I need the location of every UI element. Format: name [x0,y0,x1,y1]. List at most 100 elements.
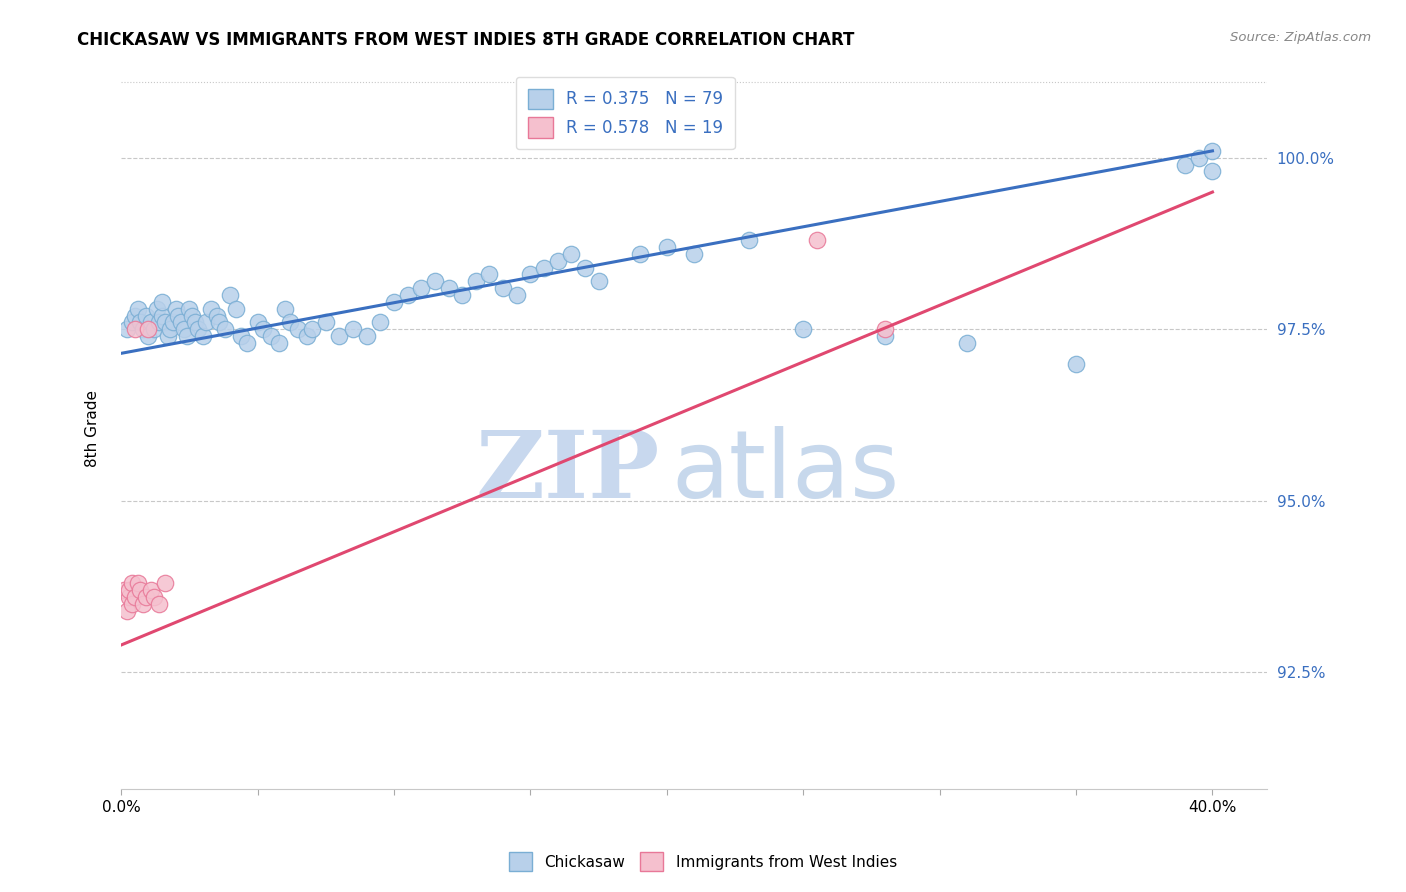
Point [156,329,179,343]
Point [142,590,165,604]
Point [138,329,160,343]
Point [148,597,170,611]
Text: Source: ZipAtlas.com: Source: ZipAtlas.com [1230,31,1371,45]
Point [792,322,814,336]
Point [127,576,149,591]
Point [806,233,828,247]
Point [153,576,176,591]
Point [683,247,706,261]
Point [124,322,146,336]
Point [1201,164,1223,178]
Point [342,322,364,336]
Point [141,583,163,598]
Point [231,329,253,343]
Point [246,315,269,329]
Point [121,597,143,611]
Point [132,597,155,611]
Point [560,247,582,261]
Point [159,322,181,336]
Point [278,315,301,329]
Legend: Chickasaw, Immigrants from West Indies: Chickasaw, Immigrants from West Indies [503,847,903,877]
Point [464,274,486,288]
Point [382,294,405,309]
Point [235,336,257,351]
Point [118,590,141,604]
Point [165,301,187,316]
Point [184,315,207,329]
Point [274,301,297,316]
Point [129,583,152,598]
Point [328,329,350,343]
Text: atlas: atlas [671,426,900,518]
Point [200,301,222,316]
Point [492,281,515,295]
Point [956,336,979,351]
Text: ZIP: ZIP [475,427,659,517]
Point [269,336,291,351]
Point [181,309,204,323]
Point [1201,144,1223,158]
Point [295,329,318,343]
Point [179,301,201,316]
Point [153,315,176,329]
Point [260,329,283,343]
Point [547,253,569,268]
Point [127,301,149,316]
Point [121,576,143,591]
Point [129,315,152,329]
Point [145,301,167,316]
Point [873,329,896,343]
Point [118,583,141,598]
Point [411,281,433,295]
Point [135,590,157,604]
Point [478,268,501,282]
Point [150,294,173,309]
Point [588,274,610,288]
Point [423,274,446,288]
Point [167,309,190,323]
Point [191,329,214,343]
Point [173,322,195,336]
Point [124,590,146,604]
Point [148,315,170,329]
Point [214,322,236,336]
Point [219,288,242,302]
Point [451,288,474,302]
Point [170,315,193,329]
Point [135,309,157,323]
Point [519,268,541,282]
Point [356,329,378,343]
Point [252,322,274,336]
Point [737,233,759,247]
Point [301,322,323,336]
Point [141,315,163,329]
Point [628,247,651,261]
Point [150,309,173,323]
Point [115,322,138,336]
Point [194,315,217,329]
Point [186,322,208,336]
Point [287,322,309,336]
Point [124,309,146,323]
Point [1188,151,1211,165]
Point [225,301,247,316]
Point [142,322,165,336]
Point [112,583,135,598]
Y-axis label: 8th Grade: 8th Grade [86,391,100,467]
Point [506,288,529,302]
Point [1064,357,1087,371]
Point [437,281,460,295]
Point [533,260,555,275]
Point [655,240,678,254]
Point [132,322,155,336]
Point [370,315,392,329]
Point [121,315,143,329]
Legend: R = 0.375   N = 79, R = 0.578   N = 19: R = 0.375 N = 79, R = 0.578 N = 19 [516,77,735,149]
Point [208,315,231,329]
Point [315,315,337,329]
Point [1174,158,1197,172]
Point [396,288,419,302]
Point [162,315,184,329]
Point [115,604,138,618]
Text: CHICKASAW VS IMMIGRANTS FROM WEST INDIES 8TH GRADE CORRELATION CHART: CHICKASAW VS IMMIGRANTS FROM WEST INDIES… [77,31,855,49]
